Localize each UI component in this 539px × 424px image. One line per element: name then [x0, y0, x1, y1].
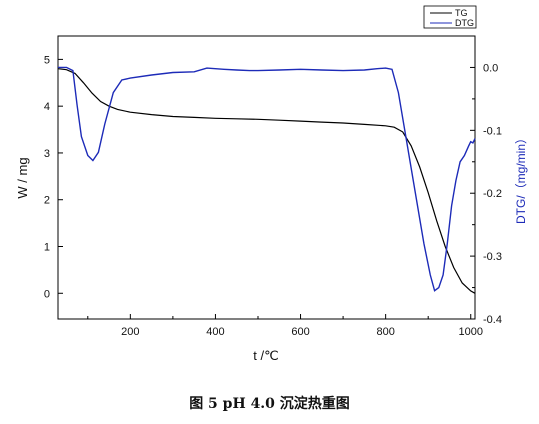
- right-y-tick-label: 0.0: [483, 62, 498, 74]
- x-tick-label: 800: [376, 326, 394, 338]
- right-y-axis-ticks: 0.0 -0.1 -0.2 -0.3 -0.4: [470, 62, 502, 326]
- legend-label-tg: TG: [455, 8, 468, 18]
- plot-area: [57, 35, 476, 320]
- x-tick-label: 200: [121, 326, 139, 338]
- figure-caption: 图 5 pH 4.0 沉淀热重图: [189, 396, 350, 412]
- right-y-tick-label: -0.1: [483, 125, 502, 137]
- right-y-tick-label: -0.4: [483, 314, 502, 326]
- x-axis-title: t /℃: [253, 348, 278, 363]
- right-y-tick-label: -0.3: [483, 251, 502, 263]
- legend-label-dtg: DTG: [455, 18, 474, 28]
- legend: TG DTG: [423, 5, 477, 29]
- tg-series-line: [57, 68, 476, 294]
- x-tick-label: 1000: [459, 326, 483, 338]
- left-y-tick-label: 2: [44, 195, 50, 207]
- x-axis-ticks: 200 400 600 800 1000: [87, 314, 483, 338]
- x-tick-label: 400: [206, 326, 224, 338]
- right-y-tick-label: -0.2: [483, 188, 502, 200]
- left-y-axis-title: W / mg: [15, 157, 30, 198]
- left-y-tick-label: 4: [44, 101, 50, 113]
- right-y-axis-title: DTG/（mg/min）: [514, 132, 528, 224]
- left-y-tick-label: 1: [44, 241, 50, 253]
- left-y-axis-ticks: 0 1 2 3 4 5: [44, 54, 63, 300]
- left-y-tick-label: 3: [44, 148, 50, 160]
- left-y-tick-label: 0: [44, 288, 50, 300]
- dtg-series-line: [58, 66, 476, 292]
- left-y-tick-label: 5: [44, 54, 50, 66]
- x-tick-label: 600: [291, 326, 309, 338]
